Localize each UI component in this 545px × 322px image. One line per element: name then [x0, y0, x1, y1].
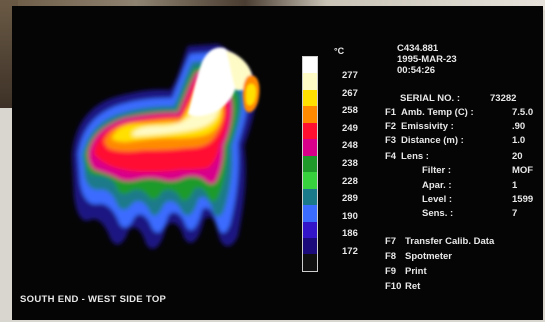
parameter-value: 7.5.0 [512, 107, 534, 118]
function-key-label: F1 [385, 107, 397, 118]
parameter-label: Apar. : [422, 180, 452, 191]
parameter-value: 20 [512, 151, 523, 162]
serial-number-value: 73282 [490, 93, 517, 104]
scale-value-label: 186 [342, 228, 358, 240]
image-id: C434.881 [397, 43, 439, 54]
scale-value-label: 267 [342, 87, 358, 99]
parameter-value: 1.0 [512, 135, 526, 146]
color-bar-segment [303, 122, 317, 140]
function-key-label: F4 [385, 151, 397, 162]
parameter-label: Level : [422, 194, 453, 205]
color-bar-segment [303, 205, 317, 222]
scale-value-label: 228 [342, 175, 358, 187]
color-bar-segment [303, 57, 317, 74]
background-photo-top [0, 0, 545, 10]
function-key-label: F2 [385, 121, 397, 132]
color-bar-segment [303, 106, 317, 123]
color-bar-segment [303, 188, 317, 206]
parameter-label: Emissivity : [401, 121, 454, 132]
scale-value-label: 258 [342, 105, 358, 117]
capture-date: 1995-MAR-23 [397, 54, 457, 65]
function-key-label: F9 [385, 266, 397, 277]
function-key-label: F10 [385, 281, 402, 292]
scale-value-label: 289 [342, 193, 358, 205]
function-menu-label: Ret [405, 281, 421, 292]
scale-value-label: 249 [342, 122, 358, 134]
parameter-value: 1599 [512, 194, 534, 205]
parameter-label: Sens. : [422, 208, 454, 219]
color-bar-segment [303, 172, 317, 189]
parameter-value: 7 [512, 208, 518, 219]
function-key-label: F8 [385, 251, 397, 262]
scale-value-label: 277 [342, 70, 358, 81]
color-bar-segment [303, 221, 317, 238]
function-key-label: F7 [385, 236, 397, 247]
scale-value-label: 238 [342, 158, 358, 169]
scale-value-label: 172 [342, 246, 358, 257]
color-bar-segment [303, 254, 317, 271]
color-bar-segment [303, 73, 317, 90]
capture-time: 00:54:26 [397, 65, 436, 76]
temperature-unit-label: °C [334, 46, 345, 56]
color-bar-segment [303, 155, 317, 173]
parameter-label: Amb. Temp (C) : [401, 107, 474, 118]
parameter-value: MOF [512, 165, 534, 176]
parameter-label: Lens : [401, 151, 429, 162]
thermal-camera-screen: °C 277 267 258 249 248 238 228 289 190 186 172 C43… [12, 6, 543, 320]
temperature-color-bar [302, 56, 318, 272]
serial-number-label: SERIAL NO. : [400, 93, 460, 104]
color-bar-segment [303, 89, 317, 107]
parameter-value: .90 [512, 121, 526, 132]
thermogram-image [72, 44, 260, 249]
color-bar-segment [303, 139, 317, 156]
scale-value-label: 190 [342, 210, 358, 222]
function-menu-label: Transfer Calib. Data [405, 236, 495, 247]
parameter-value: 1 [512, 180, 518, 191]
parameter-label: Distance (m) : [401, 135, 464, 146]
scale-value-label: 248 [342, 140, 358, 152]
function-menu-label: Spotmeter [405, 251, 452, 262]
function-key-label: F3 [385, 135, 397, 146]
parameter-label: Filter : [422, 165, 452, 176]
color-bar-segment [303, 237, 317, 255]
function-menu-label: Print [405, 266, 427, 277]
image-caption: SOUTH END - WEST SIDE TOP [20, 294, 167, 305]
